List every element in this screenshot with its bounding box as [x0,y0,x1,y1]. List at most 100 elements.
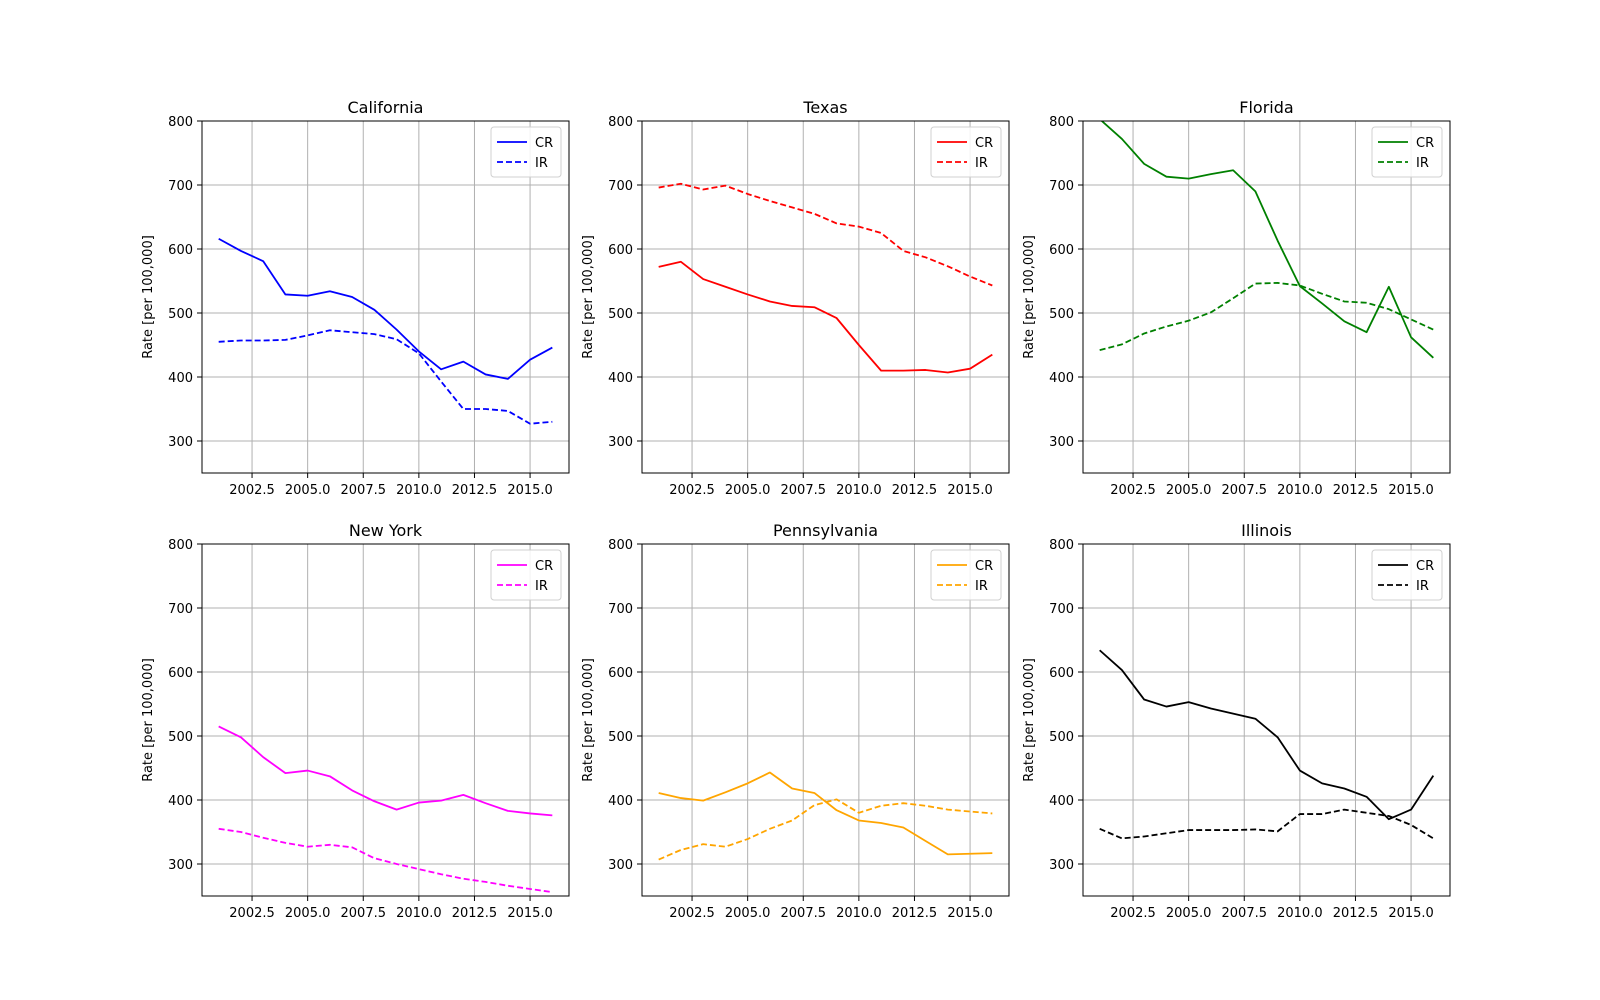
legend: CR IR [930,126,1002,178]
legend-label-cr: CR [975,559,993,574]
legend-label-cr: CR [1416,136,1434,151]
y-tick-label: 400 [168,371,193,386]
legend: CR IR [490,126,562,178]
legend-box [1371,126,1443,178]
y-tick-label: 300 [608,435,633,450]
legend-label-ir: IR [975,156,988,171]
axes-frame [1082,120,1451,474]
series-line-ir [1099,808,1434,840]
y-tick-label: 700 [608,602,633,617]
x-tick-label: 2010.0 [1277,483,1323,498]
y-tick-label: 700 [1049,602,1074,617]
x-tick-label: 2007.5 [1222,483,1268,498]
y-tick-label: 700 [168,602,193,617]
x-tick-label: 2010.0 [836,906,882,921]
legend-label-cr: CR [535,136,553,151]
x-tick-label: 2012.5 [1333,483,1379,498]
y-tick-label: 300 [168,858,193,873]
y-tick-label: 400 [168,794,193,809]
x-tick-label: 2002.5 [1110,483,1156,498]
series-line-cr [218,725,553,817]
legend: CR IR [1371,549,1443,601]
y-tick-label: 500 [608,730,633,745]
y-tick-label: 300 [1049,858,1074,873]
legend: CR IR [930,549,1002,601]
y-tick-label: 700 [608,179,633,194]
y-tick-label: 400 [608,794,633,809]
y-tick-label: 500 [1049,307,1074,322]
legend-box [490,549,562,601]
legend: CR IR [490,549,562,601]
series-line-cr [218,237,553,380]
y-tick-label: 800 [1049,538,1074,553]
subplot-pennsylvania: 2002.5 2005.0 2007.5 2010.0 2012.5 2015.0 300 4… [581,521,1010,921]
axes-frame [641,543,1010,897]
y-tick-label: 700 [168,179,193,194]
legend-label-ir: IR [535,156,548,171]
y-axis-label: Rate [per 100,000] [1022,235,1037,359]
series-line-cr [1099,649,1435,821]
x-tick-label: 2012.5 [1333,906,1379,921]
x-tick-label: 2012.5 [452,483,498,498]
x-tick-label: 2002.5 [229,906,275,921]
x-tick-label: 2005.0 [285,906,331,921]
x-tick-label: 2005.0 [1166,483,1212,498]
legend-label-cr: CR [535,559,553,574]
x-tick-label: 2007.5 [341,906,387,921]
y-tick-label: 300 [168,435,193,450]
legend-label-ir: IR [975,579,988,594]
y-tick-label: 400 [608,371,633,386]
x-tick-label: 2007.5 [781,483,827,498]
legend-box [930,126,1002,178]
legend-label-ir: IR [1416,579,1429,594]
legend-box [1371,549,1443,601]
y-tick-label: 500 [168,730,193,745]
y-tick-label: 400 [1049,371,1074,386]
x-tick-label: 2012.5 [892,906,938,921]
axes-frame [1082,543,1451,897]
series-line-cr [1100,121,1434,359]
x-tick-label: 2005.0 [1166,906,1212,921]
chart-title: New York [349,521,423,540]
y-tick-label: 600 [168,243,193,258]
y-tick-label: 400 [1049,794,1074,809]
series-line-cr [658,771,993,856]
chart-title: California [348,98,424,117]
x-tick-label: 2010.0 [396,906,442,921]
y-tick-label: 800 [608,538,633,553]
y-tick-label: 600 [1049,666,1074,681]
x-tick-label: 2012.5 [452,906,498,921]
legend-label-ir: IR [535,579,548,594]
y-axis-label: Rate [per 100,000] [581,235,596,359]
x-tick-label: 2015.0 [947,483,993,498]
x-tick-label: 2015.0 [1388,906,1434,921]
axes-frame [641,120,1010,474]
subplot-california: 2002.5 2005.0 2007.5 2010.0 2012.5 2015.0 300 4… [141,98,570,498]
x-tick-label: 2005.0 [285,483,331,498]
y-tick-label: 700 [1049,179,1074,194]
y-tick-label: 300 [608,858,633,873]
y-tick-label: 800 [168,115,193,130]
series-line-ir [658,798,993,861]
series-line-ir [1099,282,1434,351]
x-tick-label: 2002.5 [669,906,715,921]
x-tick-label: 2002.5 [1110,906,1156,921]
legend-label-cr: CR [975,136,993,151]
x-tick-label: 2002.5 [229,483,275,498]
y-tick-label: 800 [168,538,193,553]
x-tick-label: 2007.5 [781,906,827,921]
x-tick-label: 2005.0 [725,483,771,498]
subplot-florida: 2002.5 2005.0 2007.5 2010.0 2012.5 2015.0 300 4… [1022,98,1451,498]
y-tick-label: 800 [608,115,633,130]
x-tick-label: 2005.0 [725,906,771,921]
y-axis-label: Rate [per 100,000] [1022,658,1037,782]
x-tick-label: 2007.5 [1222,906,1268,921]
axes-frame [201,543,570,897]
chart-title: Illinois [1241,521,1292,540]
x-tick-label: 2012.5 [892,483,938,498]
chart-title: Pennsylvania [773,521,878,540]
x-tick-label: 2002.5 [669,483,715,498]
x-tick-label: 2007.5 [341,483,387,498]
series-line-ir [218,827,553,894]
